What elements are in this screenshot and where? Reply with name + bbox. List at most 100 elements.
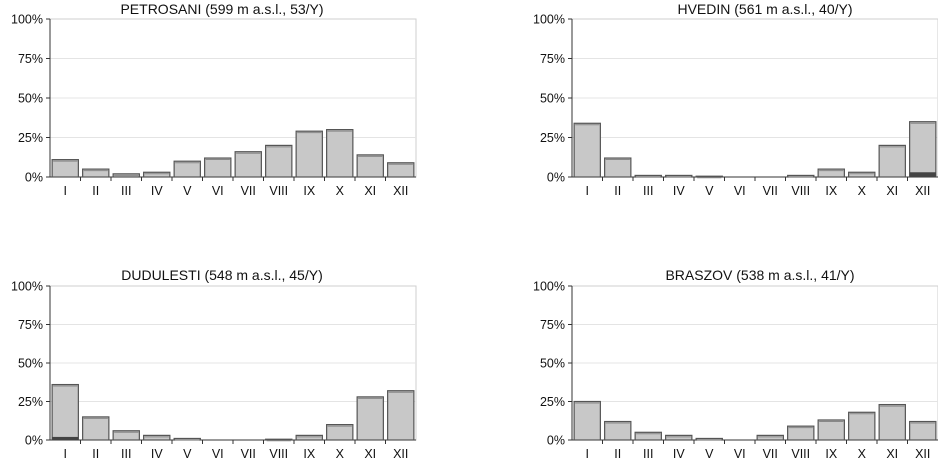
x-tick-label: XI bbox=[886, 184, 898, 198]
bar bbox=[143, 171, 171, 178]
x-tick-label: XI bbox=[364, 184, 376, 198]
y-tick-label: 75% bbox=[18, 318, 43, 332]
chart-panel-petrosani: PETROSANI (599 m a.s.l., 53/Y) 0% 25% 50% 75… bbox=[0, 0, 420, 210]
x-tick-label: IV bbox=[151, 447, 163, 461]
y-tick-label: 75% bbox=[540, 52, 565, 66]
x-tick-label: XII bbox=[393, 447, 408, 461]
bar bbox=[817, 168, 845, 178]
x-tick-label: I bbox=[64, 447, 67, 461]
bar bbox=[909, 121, 937, 178]
x-tick-label: VI bbox=[734, 184, 746, 198]
bar bbox=[604, 157, 632, 178]
y-tick-label: 0% bbox=[547, 434, 565, 448]
bar bbox=[173, 160, 201, 178]
bar bbox=[665, 434, 693, 441]
bar bbox=[112, 430, 140, 441]
bar bbox=[295, 130, 323, 178]
x-tick-label: VIII bbox=[791, 184, 810, 198]
bar bbox=[848, 411, 876, 441]
bar bbox=[51, 159, 79, 178]
x-tick-label: V bbox=[183, 447, 192, 461]
x-tick-label: IV bbox=[151, 184, 163, 198]
bar bbox=[634, 431, 662, 441]
bar bbox=[326, 424, 354, 441]
bar bbox=[204, 157, 232, 178]
chart-svg: DUDULESTI (548 m a.s.l., 45/Y) 0% 25% 50% 75… bbox=[11, 267, 417, 461]
y-tick-label: 50% bbox=[18, 92, 43, 106]
x-tick-label: III bbox=[121, 447, 131, 461]
bar bbox=[848, 171, 876, 178]
x-tick-label: VI bbox=[212, 184, 224, 198]
bar bbox=[82, 168, 110, 178]
y-tick-label: 50% bbox=[540, 92, 565, 106]
y-tick-label: 100% bbox=[11, 280, 43, 294]
x-tick-label: I bbox=[586, 184, 589, 198]
x-tick-label: VIII bbox=[269, 184, 288, 198]
x-tick-label: XI bbox=[886, 447, 898, 461]
bar bbox=[817, 419, 845, 441]
x-tick-label: II bbox=[92, 184, 99, 198]
x-tick-label: XII bbox=[915, 184, 930, 198]
y-tick-label: 25% bbox=[18, 131, 43, 145]
y-tick-label: 50% bbox=[18, 357, 43, 371]
bar bbox=[356, 154, 384, 178]
bar bbox=[326, 129, 354, 178]
x-tick-label: V bbox=[705, 447, 714, 461]
x-tick-label: I bbox=[64, 184, 67, 198]
bar bbox=[878, 144, 906, 178]
x-tick-label: VI bbox=[734, 447, 746, 461]
y-tick-label: 25% bbox=[540, 131, 565, 145]
bar bbox=[756, 434, 784, 441]
x-tick-label: IX bbox=[303, 184, 315, 198]
x-tick-label: IX bbox=[825, 447, 837, 461]
x-tick-label: IV bbox=[673, 184, 685, 198]
x-tick-label: VII bbox=[763, 447, 778, 461]
x-tick-label: II bbox=[614, 447, 621, 461]
x-tick-label: VIII bbox=[791, 447, 810, 461]
bar bbox=[787, 425, 815, 441]
bar bbox=[387, 162, 415, 178]
bar bbox=[265, 438, 293, 441]
bar bbox=[82, 416, 110, 441]
bar bbox=[356, 396, 384, 441]
y-tick-label: 75% bbox=[540, 318, 565, 332]
y-tick-label: 100% bbox=[11, 13, 43, 27]
chart-svg: HVEDIN (561 m a.s.l., 40/Y) 0% 25% 50% 75% 10… bbox=[533, 1, 938, 198]
y-tick-label: 100% bbox=[533, 13, 565, 27]
chart-title: HVEDIN (561 m a.s.l., 40/Y) bbox=[677, 1, 852, 17]
x-tick-label: X bbox=[336, 184, 345, 198]
x-tick-label: XI bbox=[364, 447, 376, 461]
chart-title: BRASZOV (538 m a.s.l., 41/Y) bbox=[665, 267, 854, 283]
x-tick-label: IV bbox=[673, 447, 685, 461]
x-tick-label: V bbox=[183, 184, 192, 198]
bar bbox=[265, 144, 293, 178]
bar bbox=[573, 400, 601, 441]
x-tick-label: I bbox=[586, 447, 589, 461]
chart-panel-dudulesti: DUDULESTI (548 m a.s.l., 45/Y) 0% 25% 50% 75… bbox=[0, 266, 420, 462]
x-tick-label: IX bbox=[303, 447, 315, 461]
bar bbox=[387, 390, 415, 441]
x-tick-label: II bbox=[614, 184, 621, 198]
bar bbox=[143, 434, 171, 441]
y-tick-label: 25% bbox=[540, 395, 565, 409]
chart-panel-braszov: BRASZOV (538 m a.s.l., 41/Y) 0% 25% 50% 75% 1… bbox=[515, 266, 938, 462]
x-tick-label: VII bbox=[763, 184, 778, 198]
y-tick-label: 0% bbox=[25, 171, 43, 185]
x-tick-label: VII bbox=[241, 184, 256, 198]
bar bbox=[573, 122, 601, 178]
x-tick-label: X bbox=[858, 447, 867, 461]
chart-panel-hvedin: HVEDIN (561 m a.s.l., 40/Y) 0% 25% 50% 75% 10… bbox=[515, 0, 938, 210]
x-tick-label: X bbox=[858, 184, 867, 198]
bar bbox=[695, 175, 723, 178]
x-tick-label: III bbox=[643, 184, 653, 198]
bar bbox=[234, 151, 262, 178]
bar bbox=[909, 420, 937, 441]
x-tick-label: VIII bbox=[269, 447, 288, 461]
x-tick-label: III bbox=[121, 184, 131, 198]
bar bbox=[878, 403, 906, 441]
x-tick-label: VI bbox=[212, 447, 224, 461]
x-tick-label: X bbox=[336, 447, 345, 461]
chart-svg: BRASZOV (538 m a.s.l., 41/Y) 0% 25% 50% 75% 1… bbox=[533, 267, 938, 461]
x-tick-label: V bbox=[705, 184, 714, 198]
y-tick-label: 50% bbox=[540, 357, 565, 371]
